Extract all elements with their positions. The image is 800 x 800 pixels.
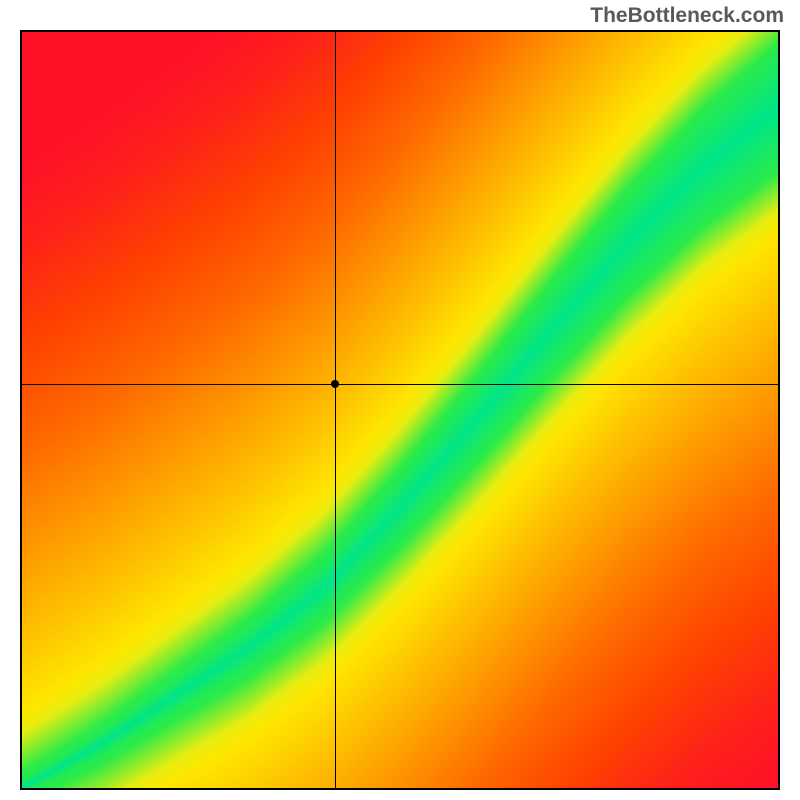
crosshair-vertical <box>335 30 336 790</box>
heatmap-canvas <box>22 32 778 788</box>
watermark: TheBottleneck.com <box>590 4 784 28</box>
bottleneck-heatmap <box>20 30 780 790</box>
crosshair-horizontal <box>20 384 780 385</box>
